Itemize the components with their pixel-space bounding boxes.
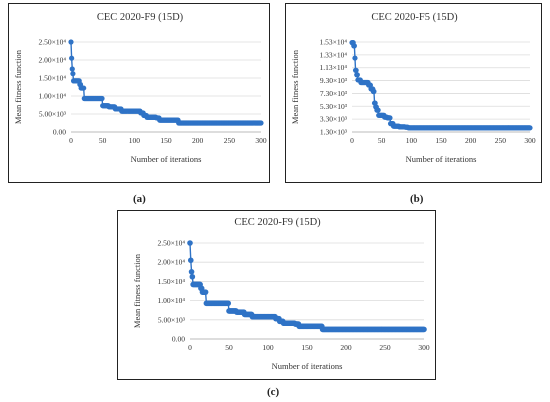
y-axis-label: Mean fitness function: [13, 49, 23, 124]
x-tick-label: 300: [255, 136, 267, 145]
data-point: [69, 66, 75, 72]
y-tick-label: 7.30×10³: [320, 89, 348, 98]
x-tick-label: 100: [129, 136, 141, 145]
series-line: [70, 41, 261, 124]
chart-panel-b: CEC 2020-F5 (15D) 1.30×10³ 3.30×10³ 5.30×10…: [285, 3, 542, 183]
y-axis-label: Mean fitness function: [132, 253, 142, 328]
caption-b: (b): [410, 193, 424, 205]
data-point: [371, 88, 377, 95]
y-tick-label: 1.50×10⁴: [158, 277, 186, 286]
chart-title: CEC 2020-F9 (15D): [234, 217, 321, 228]
y-tick-label: 3.30×10³: [320, 115, 348, 124]
data-point: [353, 67, 359, 73]
data-point: [387, 115, 393, 121]
y-tick-label: 9.30×10³: [320, 76, 348, 85]
data-point: [189, 273, 196, 280]
x-tick-label: 0: [69, 136, 73, 145]
data-point: [68, 39, 74, 45]
x-tick-label: 100: [406, 136, 418, 145]
chart-svg-a: CEC 2020-F9 (15D) 0.00 5.00×10³ 1.00×10⁴ 1.5…: [13, 12, 267, 164]
data-point: [351, 43, 357, 49]
x-tick-label: 50: [378, 136, 386, 145]
data-point: [258, 120, 264, 126]
x-tick-label: 150: [301, 343, 313, 352]
chart-svg-b: CEC 2020-F5 (15D) 1.30×10³ 3.30×10³ 5.30×10…: [290, 12, 536, 164]
y-tick-label: 5.30×10³: [320, 102, 348, 111]
y-tick-label: 1.00×10⁴: [39, 92, 67, 101]
chart-panel-a: CEC 2020-F9 (15D) 0.00 5.00×10³ 1.00×10⁴ 1.5…: [8, 3, 270, 183]
caption-a: (a): [133, 193, 146, 205]
x-tick-label: 250: [224, 136, 236, 145]
y-tick-label: 1.30×10³: [320, 128, 348, 137]
y-tick-label: 1.50×10⁴: [39, 74, 67, 83]
x-tick-label: 0: [188, 343, 192, 352]
y-tick-label: 1.13×10⁴: [320, 63, 348, 72]
x-tick-label: 300: [524, 136, 536, 145]
y-tick-label: 0.00: [172, 335, 185, 344]
data-point: [527, 125, 533, 131]
x-tick-label: 50: [225, 343, 233, 352]
chart-title: CEC 2020-F5 (15D): [371, 12, 458, 23]
data-point: [352, 55, 358, 61]
data-point: [225, 300, 232, 307]
data-point: [187, 240, 193, 246]
x-tick-label: 150: [160, 136, 172, 145]
data-point: [69, 55, 75, 61]
y-tick-label: 0.00: [53, 128, 66, 137]
chart-panel-c: CEC 2020-F9 (15D) 0.00 5.00×10³ 1.00×10⁴ 1.5…: [117, 210, 436, 380]
x-axis-label: Number of iterations: [406, 154, 477, 164]
x-tick-label: 200: [340, 343, 352, 352]
data-point: [187, 257, 194, 264]
data-point: [81, 85, 87, 91]
caption-c: (c): [267, 386, 280, 398]
x-tick-label: 50: [99, 136, 107, 145]
y-tick-label: 2.00×10⁴: [39, 56, 67, 65]
y-tick-label: 2.50×10⁴: [158, 239, 186, 248]
x-tick-label: 250: [495, 136, 507, 145]
data-point: [421, 326, 427, 333]
x-tick-label: 0: [350, 136, 354, 145]
data-point: [70, 71, 76, 77]
chart-svg-c: CEC 2020-F9 (15D) 0.00 5.00×10³ 1.00×10⁴ 1.5…: [132, 217, 430, 371]
y-tick-label: 1.53×10⁴: [320, 38, 348, 47]
y-tick-label: 5.00×10³: [158, 315, 186, 324]
y-tick-label: 1.00×10⁴: [158, 296, 186, 305]
x-tick-label: 250: [379, 343, 391, 352]
data-point: [375, 107, 381, 113]
y-tick-label: 2.50×10⁴: [39, 38, 67, 47]
series-line: [189, 242, 424, 331]
x-tick-label: 150: [435, 136, 447, 145]
x-tick-label: 100: [262, 343, 274, 352]
y-tick-label: 5.00×10³: [39, 110, 67, 119]
x-tick-label: 200: [192, 136, 204, 145]
y-tick-label: 2.00×10⁴: [158, 258, 186, 267]
data-point: [188, 269, 195, 275]
x-tick-label: 200: [465, 136, 477, 145]
chart-title: CEC 2020-F9 (15D): [97, 12, 184, 23]
data-point: [202, 289, 209, 295]
x-tick-label: 300: [418, 343, 430, 352]
y-tick-label: 1.33×10⁴: [320, 50, 348, 59]
data-point: [99, 95, 105, 102]
x-axis-label: Number of iterations: [272, 361, 343, 371]
x-axis-label: Number of iterations: [131, 154, 202, 164]
data-point: [354, 72, 360, 78]
y-axis-label: Mean fitness function: [290, 49, 300, 124]
